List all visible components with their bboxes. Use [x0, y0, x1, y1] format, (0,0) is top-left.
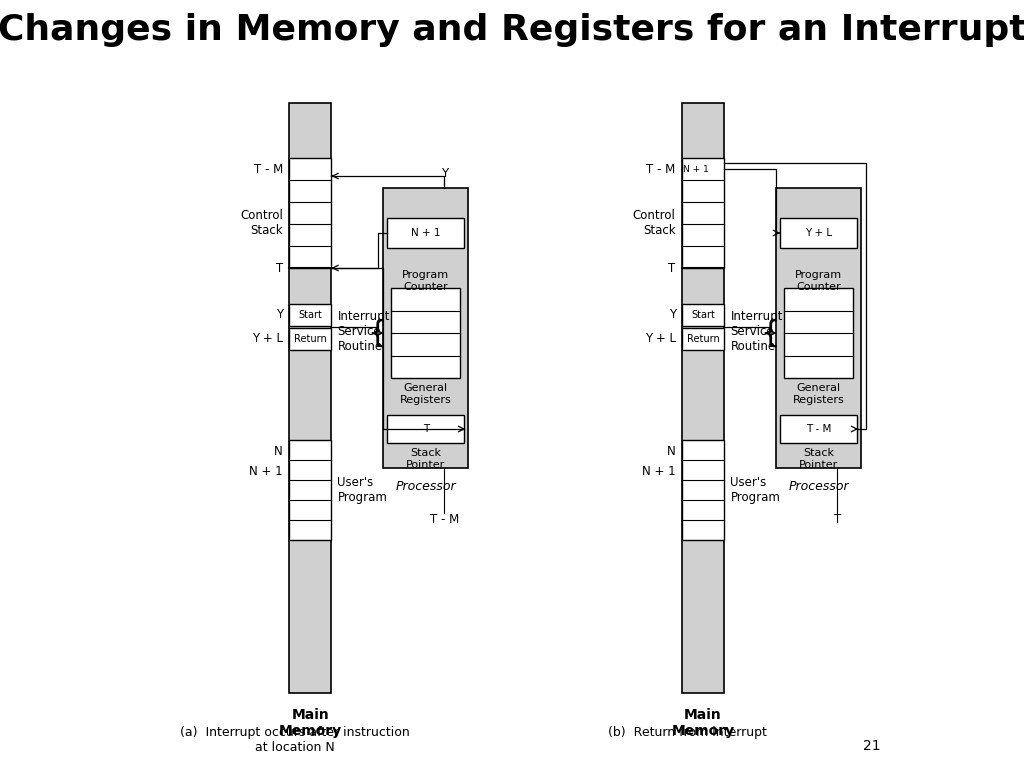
Text: N + 1: N + 1 [642, 465, 676, 478]
Text: T - M: T - M [254, 163, 283, 176]
Text: Stack
Pointer: Stack Pointer [799, 448, 839, 469]
Text: Main
Memory: Main Memory [279, 708, 342, 738]
FancyBboxPatch shape [682, 158, 724, 268]
Text: T: T [275, 261, 283, 274]
Text: Return: Return [687, 334, 720, 344]
FancyBboxPatch shape [387, 218, 464, 248]
Text: {: { [760, 319, 779, 347]
FancyBboxPatch shape [391, 288, 461, 378]
Text: Control
Stack: Control Stack [240, 209, 283, 237]
FancyBboxPatch shape [289, 328, 332, 350]
FancyBboxPatch shape [682, 103, 724, 693]
FancyBboxPatch shape [776, 188, 861, 468]
Text: T - M: T - M [806, 424, 831, 434]
Text: User's
Program: User's Program [730, 476, 780, 504]
Text: Return: Return [294, 334, 327, 344]
Text: Start: Start [298, 310, 323, 320]
Text: T: T [834, 513, 841, 526]
FancyBboxPatch shape [682, 440, 724, 540]
Text: Y: Y [275, 309, 283, 322]
Text: Interrupt
Service
Routine: Interrupt Service Routine [338, 310, 390, 353]
FancyBboxPatch shape [383, 188, 468, 468]
Text: N: N [667, 445, 676, 458]
Text: Interrupt
Service
Routine: Interrupt Service Routine [730, 310, 782, 353]
FancyBboxPatch shape [682, 328, 724, 350]
Text: User's
Program: User's Program [338, 476, 387, 504]
FancyBboxPatch shape [289, 304, 332, 326]
Text: Y: Y [669, 309, 676, 322]
Text: T: T [423, 424, 429, 434]
Text: Start: Start [691, 310, 715, 320]
Text: Program
Counter: Program Counter [795, 270, 842, 292]
FancyBboxPatch shape [682, 304, 724, 326]
FancyBboxPatch shape [780, 415, 857, 443]
Text: Y + L: Y + L [252, 333, 283, 346]
Text: 21: 21 [862, 739, 881, 753]
Text: General
Registers: General Registers [793, 383, 845, 405]
Text: N + 1: N + 1 [411, 228, 440, 238]
Text: General
Registers: General Registers [399, 383, 452, 405]
Text: Y + L: Y + L [645, 333, 676, 346]
Text: Stack
Pointer: Stack Pointer [407, 448, 445, 469]
FancyBboxPatch shape [289, 158, 332, 268]
Text: Changes in Memory and Registers for an Interrupt: Changes in Memory and Registers for an I… [0, 13, 1024, 47]
Text: {: { [367, 319, 386, 347]
Text: N: N [274, 445, 283, 458]
Text: T - M: T - M [430, 513, 459, 526]
Text: Main
Memory: Main Memory [672, 708, 734, 738]
Text: Processor: Processor [788, 480, 849, 493]
Text: Processor: Processor [395, 480, 456, 493]
Text: N + 1: N + 1 [249, 465, 283, 478]
FancyBboxPatch shape [289, 440, 332, 540]
Text: (a)  Interrupt occurs after instruction
at location N: (a) Interrupt occurs after instruction a… [180, 726, 410, 754]
Text: (b)  Return from interrupt: (b) Return from interrupt [608, 726, 767, 739]
Text: N + 1: N + 1 [683, 164, 710, 174]
Text: Control
Stack: Control Stack [633, 209, 676, 237]
Text: Y + L: Y + L [805, 228, 833, 238]
Text: Y: Y [440, 167, 447, 180]
Text: Program
Counter: Program Counter [402, 270, 450, 292]
Text: T - M: T - M [646, 163, 676, 176]
FancyBboxPatch shape [289, 103, 332, 693]
FancyBboxPatch shape [784, 288, 853, 378]
Text: T: T [669, 261, 676, 274]
FancyBboxPatch shape [780, 218, 857, 248]
FancyBboxPatch shape [387, 415, 464, 443]
